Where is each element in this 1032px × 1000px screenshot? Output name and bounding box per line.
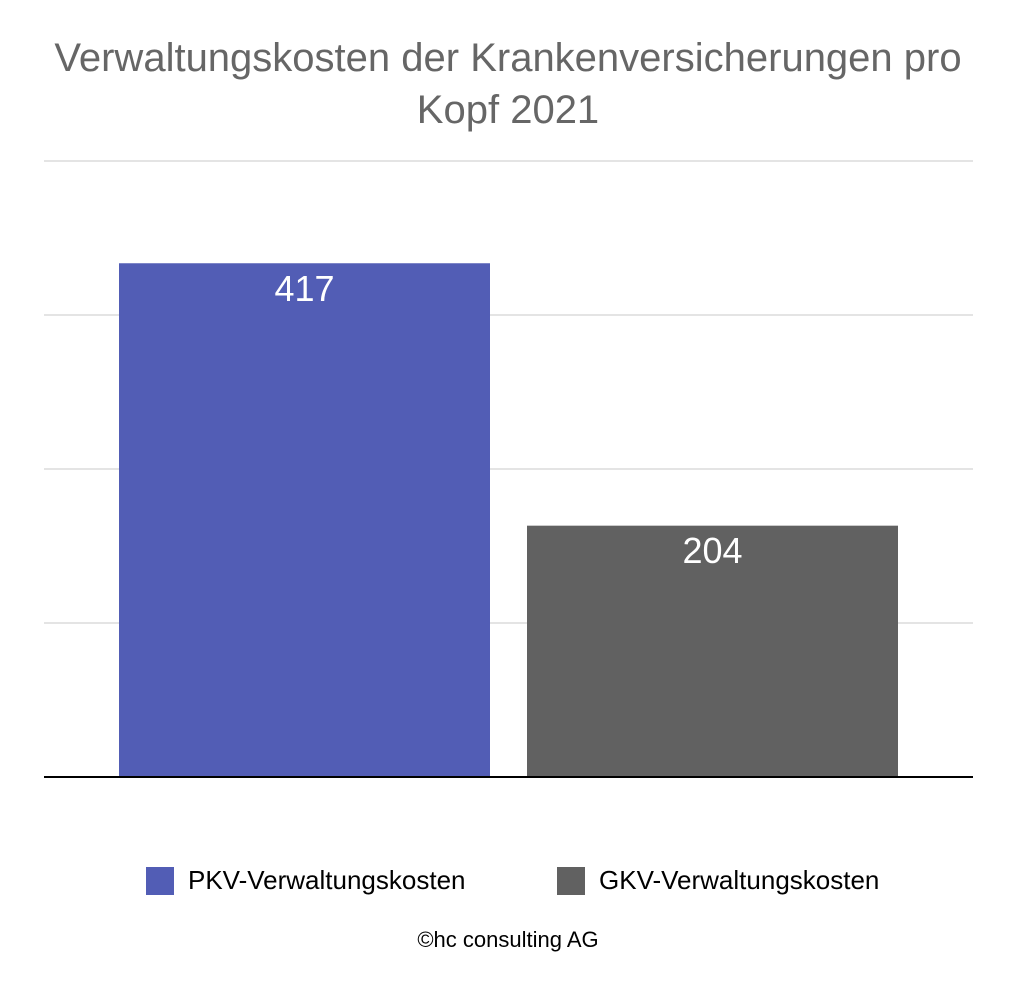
data-label: 417 — [274, 268, 334, 309]
caption: ©hc consulting AG — [417, 927, 598, 952]
chart-title: Verwaltungskosten der Krankenversicherun… — [54, 36, 962, 132]
legend-swatch — [146, 867, 174, 895]
legend-swatch — [557, 867, 585, 895]
legend-label: GKV-Verwaltungskosten — [599, 865, 879, 895]
data-label: 204 — [682, 530, 742, 571]
bar — [119, 263, 490, 778]
legend-label: PKV-Verwaltungskosten — [188, 865, 466, 895]
bar — [527, 525, 898, 777]
